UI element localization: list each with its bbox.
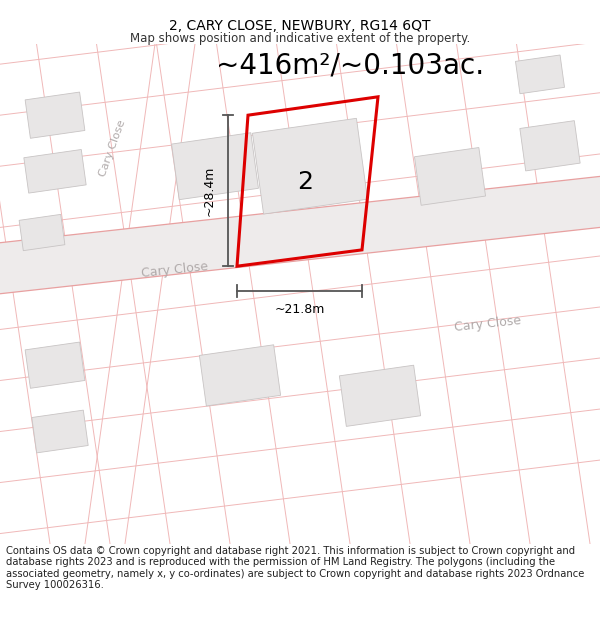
Text: Contains OS data © Crown copyright and database right 2021. This information is : Contains OS data © Crown copyright and d…: [6, 546, 584, 591]
Polygon shape: [415, 148, 485, 205]
Text: 2, CARY CLOSE, NEWBURY, RG14 6QT: 2, CARY CLOSE, NEWBURY, RG14 6QT: [169, 19, 431, 33]
Polygon shape: [32, 410, 88, 453]
Text: Map shows position and indicative extent of the property.: Map shows position and indicative extent…: [130, 32, 470, 45]
Text: 2: 2: [297, 169, 313, 194]
Text: Cary Close: Cary Close: [97, 118, 127, 178]
Polygon shape: [253, 118, 368, 214]
Text: ~28.4m: ~28.4m: [203, 166, 216, 216]
Text: ~416m²/~0.103ac.: ~416m²/~0.103ac.: [216, 51, 484, 79]
Polygon shape: [25, 92, 85, 138]
Text: ~21.8m: ~21.8m: [274, 303, 325, 316]
Polygon shape: [0, 176, 600, 294]
Polygon shape: [172, 132, 259, 199]
Polygon shape: [520, 121, 580, 171]
Polygon shape: [340, 365, 421, 426]
Polygon shape: [199, 345, 281, 406]
Polygon shape: [19, 214, 65, 251]
Polygon shape: [24, 149, 86, 193]
Text: Cary Close: Cary Close: [141, 260, 209, 280]
Text: Cary Close: Cary Close: [454, 314, 522, 334]
Polygon shape: [515, 55, 565, 94]
Polygon shape: [25, 342, 85, 388]
